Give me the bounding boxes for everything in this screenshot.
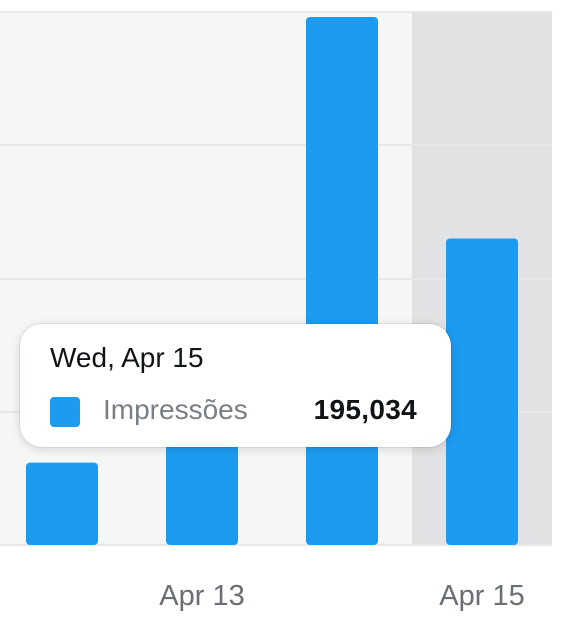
x-tick-label: Apr 15 — [439, 580, 524, 612]
x-tick-label: Apr 13 — [159, 580, 244, 612]
bar[interactable] — [26, 462, 98, 545]
tooltip-series-name: Impressões — [103, 394, 248, 425]
chart-tooltip: Wed, Apr 15 Impressões 195,034 — [20, 324, 451, 447]
bar[interactable] — [306, 17, 378, 545]
series-color-swatch — [50, 397, 80, 427]
tooltip-date: Wed, Apr 15 — [50, 342, 204, 373]
bar[interactable] — [446, 238, 518, 545]
tooltip-value: 195,034 — [313, 394, 417, 425]
x-axis-tick-labels: Apr 13 Apr 15 — [159, 580, 524, 612]
